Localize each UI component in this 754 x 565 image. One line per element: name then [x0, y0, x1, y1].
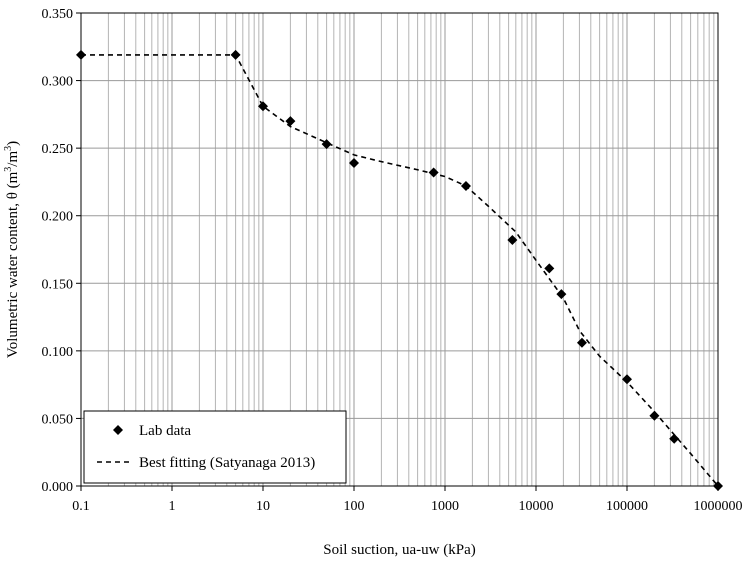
x-axis-label: Soil suction, ua-uw (kPa) [323, 542, 475, 558]
grid [80, 12, 718, 487]
y-tick-label: 0.250 [42, 142, 74, 157]
legend-box [83, 410, 347, 484]
data-point-lab-data [230, 49, 241, 60]
x-tick-label: 100000 [606, 499, 648, 514]
y-tick-label: 0.150 [42, 277, 74, 292]
y-tick-label: 0.350 [42, 7, 74, 22]
x-tick-label: 1000000 [694, 499, 743, 514]
series-line-best-fitting [81, 54, 719, 487]
x-tick-label: 10000 [519, 499, 554, 514]
data-point-lab-data [460, 180, 471, 191]
x-tick-label: 1000 [431, 499, 459, 514]
legend-marker-lab-data [113, 425, 123, 435]
x-tick-label: 0.1 [72, 499, 90, 514]
data-point-lab-data [713, 481, 723, 491]
x-tick-label: 10 [256, 499, 270, 514]
legend: Lab data Best fitting (Satyanaga 2013) [83, 410, 347, 484]
data-point-lab-data [669, 433, 680, 444]
data-point-lab-data [507, 235, 518, 246]
data-point-lab-data [258, 101, 268, 112]
data-point-lab-data [76, 49, 86, 60]
y-tick-label: 0.300 [42, 75, 74, 90]
y-axis-label-sup-a: 3 [3, 167, 14, 172]
y-tick-label: 0.200 [42, 210, 74, 225]
legend-label-lab-data: Lab data [139, 423, 191, 439]
x-tick-label: 1 [169, 499, 176, 514]
y-tick-labels: 0.000 0.050 0.100 0.150 0.200 0.250 0.300 0.350 [42, 7, 74, 495]
data-point-lab-data [349, 158, 359, 169]
data-point-lab-data [622, 374, 632, 385]
data-point-lab-data [285, 116, 296, 127]
data-point-lab-data [556, 289, 567, 300]
series-layer [76, 49, 723, 491]
y-tick-label: 0.050 [42, 412, 74, 427]
y-axis-label-main: Volumetric water content, θ (m [5, 171, 21, 358]
data-point-lab-data [576, 337, 587, 348]
data-point-lab-data [544, 263, 555, 274]
x-tick-labels: 0.1 1 10 100 1000 10000 100000 1000000 [72, 499, 742, 514]
data-point-lab-data [428, 167, 439, 178]
data-point-lab-data [321, 139, 332, 150]
data-point-lab-data [649, 410, 660, 421]
y-axis-label-sup-b: 3 [3, 146, 14, 151]
y-axis-label-mid: /m [5, 151, 21, 167]
legend-label-best-fitting: Best fitting (Satyanaga 2013) [139, 455, 315, 471]
y-tick-label: 0.000 [42, 480, 74, 495]
plot-frame [80, 12, 719, 487]
y-axis-label: Volumetric water content, θ (m3/m3) [3, 141, 21, 358]
y-tick-label: 0.100 [42, 345, 74, 360]
y-axis-label-end: ) [5, 141, 21, 146]
x-tick-label: 100 [344, 499, 365, 514]
